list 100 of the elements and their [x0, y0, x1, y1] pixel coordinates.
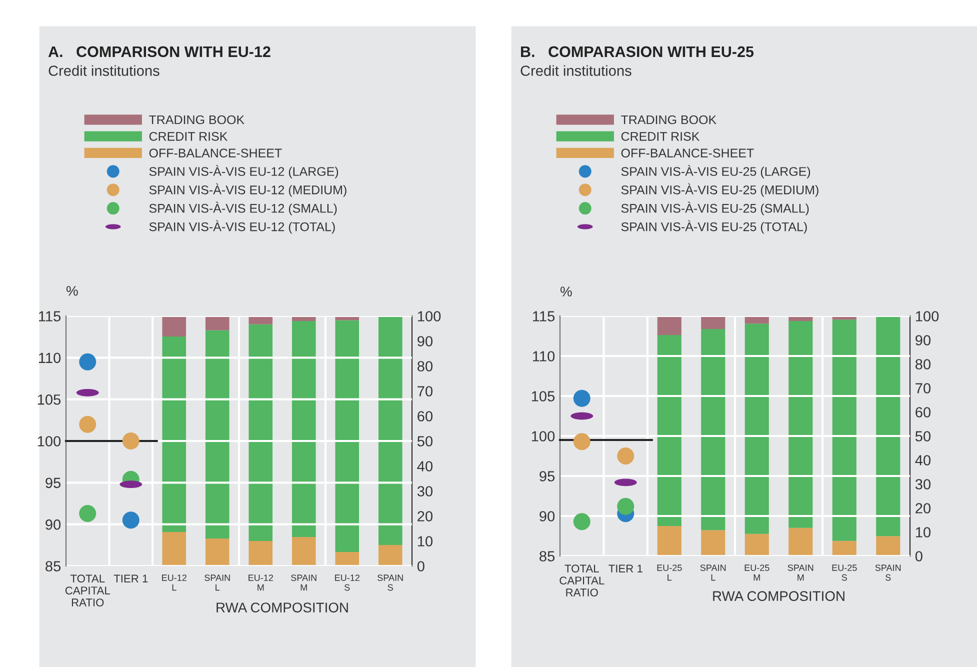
- y2-tick-label: 60: [916, 407, 931, 418]
- bar: [162, 316, 186, 336]
- y2-tick-label: 30: [417, 486, 433, 496]
- y2-tick-label: 70: [916, 383, 931, 394]
- y2-tick-label: 60: [418, 411, 433, 422]
- chart-subtitle: Credit institutions: [48, 65, 160, 76]
- bar: [876, 536, 900, 556]
- y-tick-label: 85: [540, 551, 555, 562]
- bar: [657, 316, 682, 335]
- y2-tick-label: 10: [916, 527, 931, 538]
- y2-tick-label: 70: [418, 386, 433, 396]
- y-tick-label: 95: [540, 471, 555, 482]
- legend-label: TRADING BOOK: [621, 115, 716, 124]
- y-tick-label: 100: [38, 436, 61, 446]
- bar: [205, 330, 230, 538]
- y2-tick-label: 100: [916, 311, 939, 322]
- y2-tick-label: 30: [915, 479, 931, 490]
- y2-tick-label: 0: [915, 551, 922, 562]
- point: [573, 513, 590, 530]
- bar: [876, 316, 900, 536]
- y-tick-label: 110: [38, 352, 61, 364]
- bar: [162, 336, 186, 532]
- bar: [378, 545, 402, 566]
- y2-tick-label: 80: [417, 361, 433, 372]
- legend-label: SPAIN VIS-À-VIS EU-25 (MEDIUM): [621, 183, 818, 197]
- y-tick-label: 100: [532, 431, 555, 442]
- bar: [335, 320, 360, 552]
- y-tick-label: 85: [46, 561, 61, 572]
- y-tick-label: 115: [38, 311, 61, 322]
- x-tick-label: SPAIN L: [204, 574, 230, 591]
- point: [79, 353, 96, 370]
- bar: [744, 324, 769, 534]
- bar: [744, 534, 769, 556]
- legend-label: OFF-BALANCE-SHEET: [621, 148, 754, 158]
- y-tick-label: 105: [532, 391, 555, 402]
- point: [573, 433, 590, 450]
- x-tick-label: EU-25 M: [744, 564, 770, 581]
- x-tick-label: SPAIN S: [378, 574, 403, 591]
- bar: [162, 532, 186, 566]
- text: RWA COMPOSITION: [216, 602, 348, 612]
- y-tick-label: 105: [38, 394, 61, 405]
- y2-tick-label: 40: [915, 455, 931, 466]
- y2-tick-label: 20: [916, 503, 931, 514]
- bar: [832, 320, 856, 541]
- y-tick-label: 90: [540, 511, 555, 522]
- bar: [701, 328, 726, 530]
- y2-tick-label: 80: [915, 359, 931, 370]
- point: [573, 390, 590, 407]
- bar: [832, 540, 856, 556]
- text: RWA COMPOSITION: [713, 591, 844, 601]
- bar: [248, 324, 273, 541]
- x-tick-label: SPAIN S: [875, 564, 901, 581]
- y-tick-label: 115: [532, 311, 555, 322]
- y2-tick-label: 20: [418, 511, 433, 522]
- bar: [701, 530, 726, 556]
- y2-tick-label: 90: [916, 335, 931, 346]
- y-axis-title: %: [560, 286, 572, 296]
- legend-label: CREDIT RISK: [149, 132, 228, 141]
- point: [122, 512, 140, 529]
- y2-tick-label: 90: [418, 336, 433, 346]
- y-axis-title: %: [66, 286, 78, 296]
- y2-tick-label: 50: [915, 431, 931, 442]
- bar: [248, 541, 273, 566]
- legend-label: SPAIN VIS-À-VIS EU-25 (SMALL): [621, 202, 809, 216]
- bar: [335, 552, 360, 566]
- legend-label: SPAIN VIS-À-VIS EU-12 (MEDIUM): [149, 183, 346, 197]
- bar: [292, 321, 316, 537]
- x-tick-label: SPAIN M: [788, 564, 814, 581]
- x-tick-label: SPAIN M: [291, 574, 316, 591]
- bar: [205, 316, 230, 330]
- legend-label: SPAIN VIS-À-VIS EU-25 (LARGE): [621, 164, 810, 178]
- legend-label: SPAIN VIS-À-VIS EU-12 (TOTAL): [149, 220, 335, 234]
- point: [79, 504, 96, 522]
- bar: [657, 526, 682, 556]
- x-tick-label: EU-25 S: [832, 564, 857, 581]
- bar: [378, 317, 402, 545]
- x-tick-label: TIER 1: [114, 574, 148, 582]
- y-tick-label: 110: [532, 351, 555, 362]
- point: [122, 432, 140, 450]
- x-tick-label: TIER 1: [608, 564, 642, 572]
- bar: [701, 316, 726, 329]
- bar: [205, 538, 230, 566]
- legend-label: CREDIT RISK: [621, 132, 700, 141]
- x-tick-label: EU-12 S: [335, 574, 360, 591]
- chart-title: B. COMPARASION WITH EU-25: [521, 46, 754, 58]
- x-tick-label: EU-25 L: [657, 564, 682, 581]
- x-tick-label: TOTAL CAPITAL RATIO: [65, 574, 110, 606]
- y-tick-label: 90: [46, 519, 61, 530]
- bar: [788, 528, 813, 556]
- y2-tick-label: 10: [418, 536, 433, 546]
- x-tick-label: EU-12 M: [248, 574, 273, 591]
- x-tick-label: SPAIN L: [700, 564, 726, 581]
- point: [617, 447, 634, 465]
- y2-tick-label: 40: [417, 461, 433, 472]
- bar: [788, 321, 813, 528]
- bar: [248, 316, 273, 324]
- x-tick-label: EU-12 L: [162, 574, 186, 591]
- bar: [292, 537, 316, 566]
- point: [79, 416, 96, 433]
- bar: [657, 334, 682, 526]
